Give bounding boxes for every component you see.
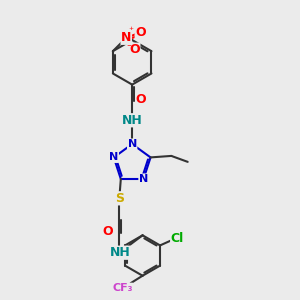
Text: $^-$: $^-$	[125, 42, 133, 51]
Text: NH: NH	[110, 246, 130, 259]
Text: O: O	[129, 43, 140, 56]
Text: O: O	[135, 26, 146, 39]
Text: N: N	[109, 152, 119, 162]
Text: N: N	[128, 139, 137, 149]
Text: S: S	[115, 192, 124, 205]
Text: N: N	[139, 174, 148, 184]
Text: CF₃: CF₃	[112, 283, 133, 293]
Text: O: O	[103, 224, 113, 238]
Text: O: O	[136, 93, 146, 106]
Text: Cl: Cl	[171, 232, 184, 245]
Text: $^+$: $^+$	[127, 26, 134, 35]
Text: NH: NH	[122, 114, 142, 127]
Text: N: N	[121, 31, 131, 44]
